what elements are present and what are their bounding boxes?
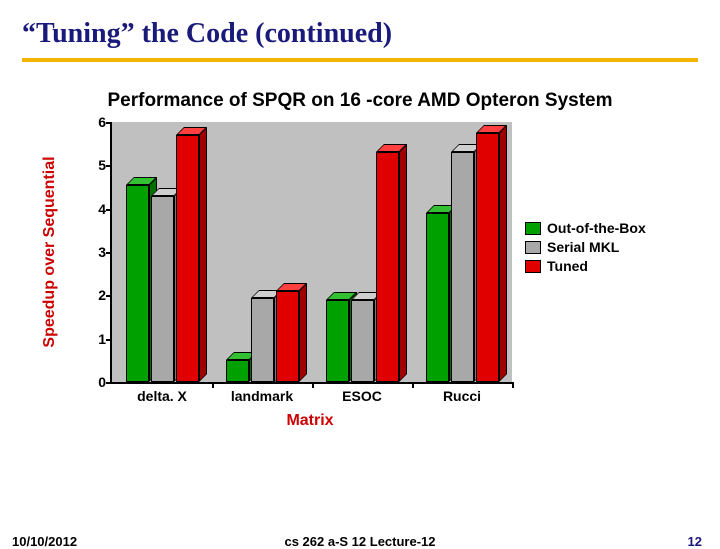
title-rule [22, 58, 698, 62]
xtick-label: landmark [231, 388, 293, 404]
legend-swatch [525, 222, 541, 235]
legend-label: Tuned [547, 258, 588, 274]
ytick-label: 3 [88, 244, 106, 260]
bar [376, 152, 399, 382]
ytick-label: 1 [88, 331, 106, 347]
ytick-label: 2 [88, 287, 106, 303]
bar [351, 300, 374, 382]
slide-title: “Tuning” the Code (continued) [0, 0, 720, 58]
bar [251, 298, 274, 383]
legend-item: Tuned [525, 258, 646, 274]
bar [176, 135, 199, 382]
legend-swatch [525, 241, 541, 254]
legend-item: Out-of-the-Box [525, 220, 646, 236]
xtick [312, 382, 314, 388]
bar [276, 291, 299, 382]
bar [451, 152, 474, 382]
legend-label: Serial MKL [547, 239, 619, 255]
legend: Out-of-the-Box Serial MKL Tuned [525, 217, 646, 277]
xtick-label: ESOC [342, 388, 382, 404]
xtick [412, 382, 414, 388]
footer-center: cs 262 a-S 12 Lecture-12 [0, 534, 720, 549]
ytick-label: 4 [88, 201, 106, 217]
bar [476, 133, 499, 382]
xtick-label: delta. X [137, 388, 187, 404]
ytick-label: 0 [88, 374, 106, 390]
y-axis-label: Speedup over Sequential [41, 156, 59, 347]
chart-container: Speedup over Sequential delta. Xlandmark… [50, 122, 670, 442]
x-axis-label: Matrix [110, 412, 510, 430]
plot-area: delta. XlandmarkESOCRucci [110, 122, 512, 384]
bar [151, 196, 174, 382]
bar [426, 213, 449, 382]
xtick-label: Rucci [443, 388, 481, 404]
bar [226, 360, 249, 382]
ytick-label: 6 [88, 114, 106, 130]
bar [326, 300, 349, 382]
legend-swatch [525, 260, 541, 273]
ytick-label: 5 [88, 157, 106, 173]
chart-subtitle: Performance of SPQR on 16 -core AMD Opte… [0, 90, 720, 112]
legend-item: Serial MKL [525, 239, 646, 255]
xtick [212, 382, 214, 388]
xtick [512, 382, 514, 388]
bar [126, 185, 149, 382]
footer-page: 12 [688, 534, 702, 549]
legend-label: Out-of-the-Box [547, 220, 646, 236]
